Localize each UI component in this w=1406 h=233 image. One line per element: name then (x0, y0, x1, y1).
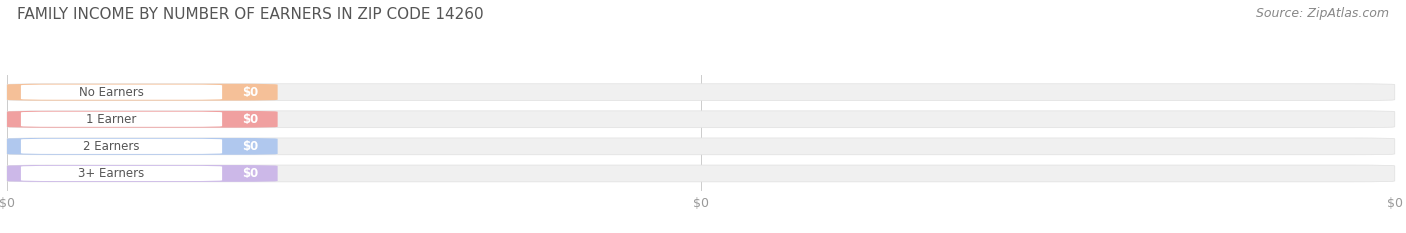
FancyBboxPatch shape (7, 84, 277, 101)
Text: 2 Earners: 2 Earners (83, 140, 139, 153)
FancyBboxPatch shape (21, 166, 222, 181)
FancyBboxPatch shape (7, 138, 277, 155)
Text: 3+ Earners: 3+ Earners (79, 167, 145, 180)
Text: 1 Earner: 1 Earner (86, 113, 136, 126)
FancyBboxPatch shape (21, 139, 222, 154)
FancyBboxPatch shape (7, 111, 277, 128)
Text: $0: $0 (242, 140, 259, 153)
FancyBboxPatch shape (21, 112, 222, 127)
FancyBboxPatch shape (7, 111, 1395, 128)
Text: No Earners: No Earners (79, 86, 143, 99)
FancyBboxPatch shape (7, 165, 277, 182)
Text: Source: ZipAtlas.com: Source: ZipAtlas.com (1256, 7, 1389, 20)
Text: FAMILY INCOME BY NUMBER OF EARNERS IN ZIP CODE 14260: FAMILY INCOME BY NUMBER OF EARNERS IN ZI… (17, 7, 484, 22)
Text: $0: $0 (242, 86, 259, 99)
FancyBboxPatch shape (7, 138, 1395, 155)
FancyBboxPatch shape (7, 84, 1395, 101)
FancyBboxPatch shape (7, 165, 1395, 182)
Text: $0: $0 (242, 113, 259, 126)
Text: $0: $0 (242, 167, 259, 180)
FancyBboxPatch shape (21, 85, 222, 100)
